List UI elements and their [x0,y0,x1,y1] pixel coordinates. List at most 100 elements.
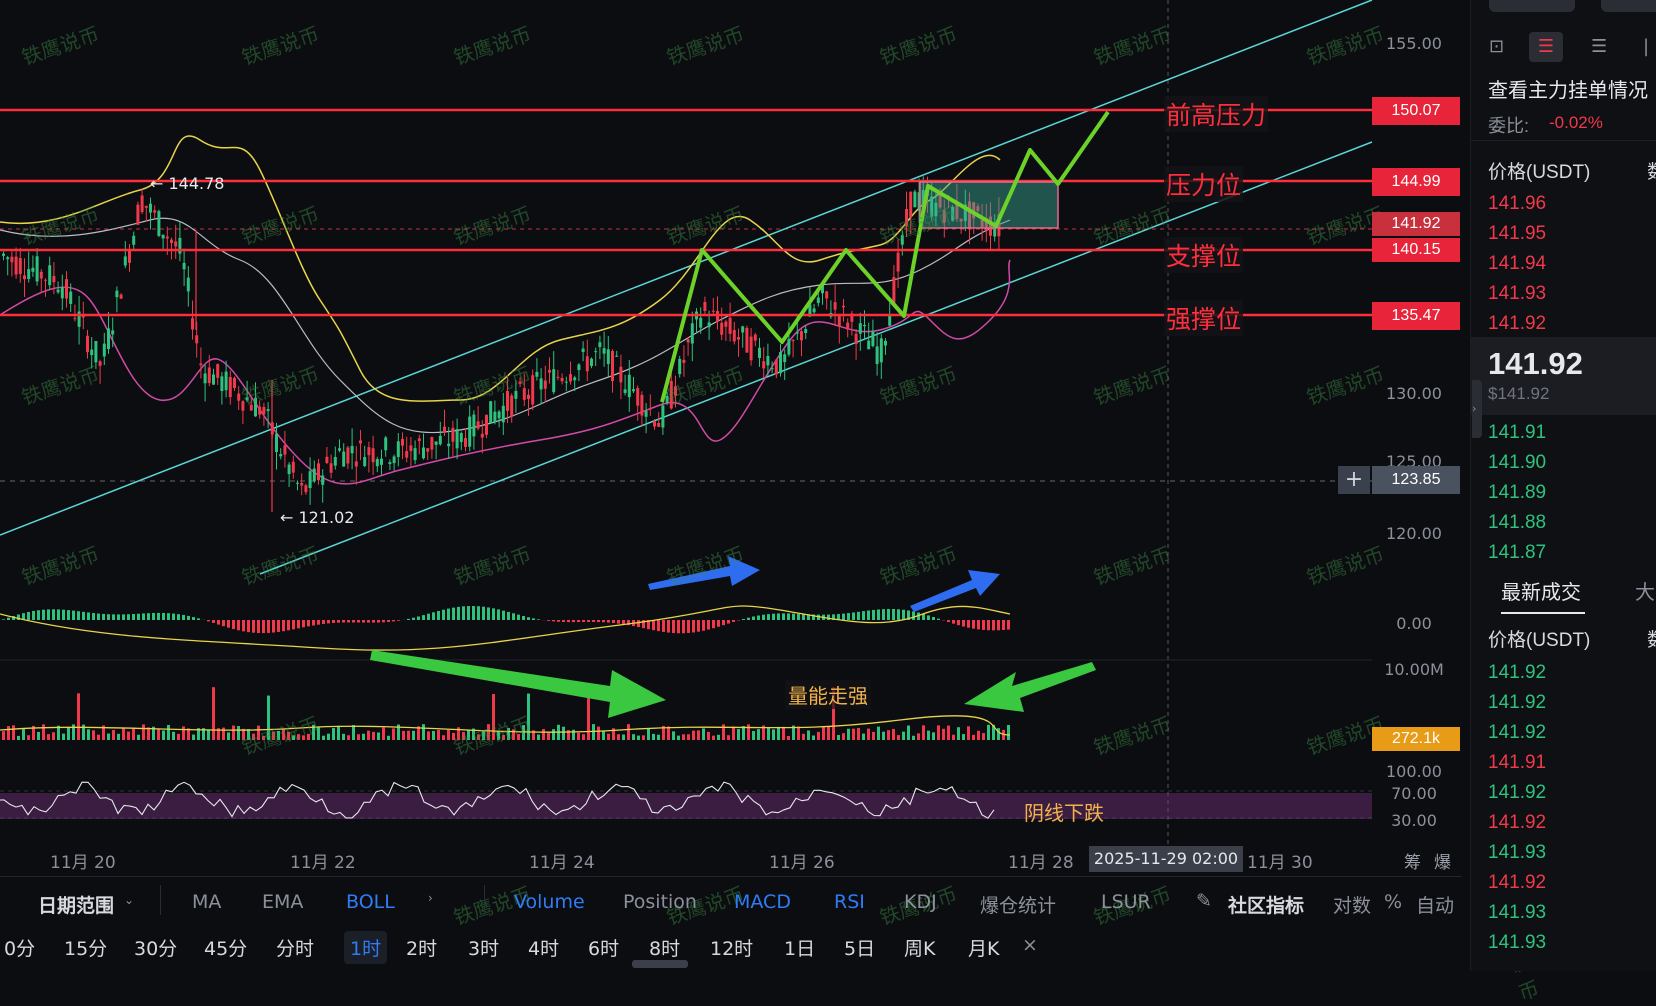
trade-row[interactable]: 141.92 [1488,662,1546,684]
indicator-volume[interactable]: Volume [514,891,585,913]
timeframe-0[interactable]: 0分 [4,934,35,961]
candle-body [393,456,396,463]
macd-bar [562,620,565,622]
macd-bar [862,611,865,620]
volume-bar [772,729,775,740]
timeframe-10[interactable]: 8时 [649,934,680,961]
trade-row[interactable]: 141.93 [1488,842,1546,864]
chips-icon[interactable]: 筹 [1404,848,1421,873]
candle-body [871,332,874,346]
book-mode-more-icon[interactable]: | [1643,36,1649,57]
log-scale-toggle[interactable]: 对数 [1333,891,1371,918]
timeframe-6[interactable]: 2时 [406,934,437,961]
indicator-kdj[interactable]: KDJ [904,891,937,913]
close-icon[interactable]: × [1022,934,1038,956]
indicator-toolbar: 日期范围 ⌄ MA EMA BOLL › Volume Position MAC… [0,876,1462,923]
trade-row[interactable]: 141.92 [1488,872,1546,894]
ask-row[interactable]: 141.93 [1488,283,1546,305]
timeframe-7[interactable]: 3时 [468,934,499,961]
book-mode-bids-icon[interactable]: ☰ [1591,36,1607,57]
indicator-ma[interactable]: MA [192,891,221,913]
chevron-down-icon[interactable]: ⌄ [124,893,134,907]
candle-body [796,332,799,333]
timeframe-15[interactable]: 月K [968,934,999,961]
volume-bar [562,727,565,740]
macd-bar [232,620,235,629]
timeframe-14[interactable]: 周K [904,934,935,961]
community-indicators-button[interactable]: 社区指标 [1228,891,1304,918]
timeframe-8[interactable]: 4时 [528,934,559,961]
tab-latest-trades[interactable]: 最新成交 [1501,576,1581,605]
bid-row[interactable]: 141.89 [1488,482,1546,504]
macd-bar [162,613,165,620]
macd-bar [287,620,290,630]
scroll-handle[interactable] [632,960,688,968]
bid-row[interactable]: 141.87 [1488,542,1546,564]
add-alert-icon[interactable]: + [1338,466,1370,494]
indicator-macd[interactable]: MACD [734,891,791,913]
trade-row[interactable]: 141.93 [1488,902,1546,924]
macd-bar [582,620,585,622]
indicator-lsur[interactable]: LSUR [1101,891,1151,913]
macd-bar [732,620,735,622]
bid-row[interactable]: 141.90 [1488,452,1546,474]
book-mode-both-icon[interactable]: ⊡ [1489,36,1504,57]
chevron-right-icon[interactable]: › [428,891,433,905]
candle-body [19,258,22,274]
volume-bar [87,729,90,740]
bid-row[interactable]: 141.88 [1488,512,1546,534]
percent-scale-toggle[interactable]: % [1384,891,1402,913]
date-range-button[interactable]: 日期范围 [38,891,114,918]
candle-body [750,337,753,361]
candle-body [40,272,43,279]
timeframe-9[interactable]: 6时 [588,934,619,961]
indicator-rsi[interactable]: RSI [834,891,865,913]
ask-row[interactable]: 141.94 [1488,253,1546,275]
trade-row[interactable]: 141.92 [1488,812,1546,834]
ask-row[interactable]: 141.96 [1488,193,1546,215]
indicator-ema[interactable]: EMA [262,891,303,913]
volume-bar [757,729,760,740]
book-mode-asks-icon[interactable]: ☰ [1529,32,1563,62]
candle-body [863,325,866,326]
timeframe-5[interactable]: 1时 [344,931,387,964]
macd-bar [297,620,300,628]
bid-row[interactable]: 141.91 [1488,422,1546,444]
macd-bar [672,620,675,633]
order-book-title[interactable]: 查看主力挂单情况 [1488,74,1648,103]
panel-tab[interactable] [1489,0,1575,12]
trade-row[interactable]: 141.92 [1488,692,1546,714]
trade-row[interactable]: 141.92 [1488,722,1546,744]
timeframe-2[interactable]: 30分 [134,934,177,961]
macd-bar [182,615,185,620]
collapse-panel-icon[interactable]: › [1472,380,1482,438]
ask-row[interactable]: 141.95 [1488,223,1546,245]
ask-row[interactable]: 141.92 [1488,313,1546,335]
timeframe-12[interactable]: 1日 [784,934,815,961]
indicator-liquidation[interactable]: 爆仓统计 [980,891,1056,918]
timeframe-1[interactable]: 15分 [64,934,107,961]
trade-row[interactable]: 141.91 [1488,752,1546,774]
indicator-position[interactable]: Position [623,891,697,913]
volume-bar [387,736,390,740]
candle-body [716,311,719,322]
candle-body [317,463,320,480]
chart-area[interactable]: 铁鹰说币铁鹰说币铁鹰说币铁鹰说币铁鹰说币铁鹰说币铁鹰说币铁鹰说币铁鹰说币铁鹰说币… [0,0,1462,870]
liquidation-icon[interactable]: 爆 [1434,848,1451,873]
timeframe-13[interactable]: 5日 [844,934,875,961]
trade-row[interactable]: 141.93 [1488,932,1546,954]
date-label: 11月 28 [1008,848,1074,873]
candle-body [325,457,328,463]
auto-scale-toggle[interactable]: 自动 [1416,891,1454,918]
indicator-boll[interactable]: BOLL [346,891,395,913]
volume-bar [672,731,675,740]
tab-big-trades[interactable]: 大 [1635,576,1655,605]
panel-tab[interactable] [1601,0,1656,12]
timeframe-4[interactable]: 分时 [276,934,314,961]
timeframe-11[interactable]: 12时 [710,934,753,961]
macd-bar [447,609,450,620]
timeframe-3[interactable]: 45分 [204,934,247,961]
edit-icon[interactable]: ✎ [1196,890,1212,912]
volume-bar [647,728,650,740]
trade-row[interactable]: 141.92 [1488,782,1546,804]
